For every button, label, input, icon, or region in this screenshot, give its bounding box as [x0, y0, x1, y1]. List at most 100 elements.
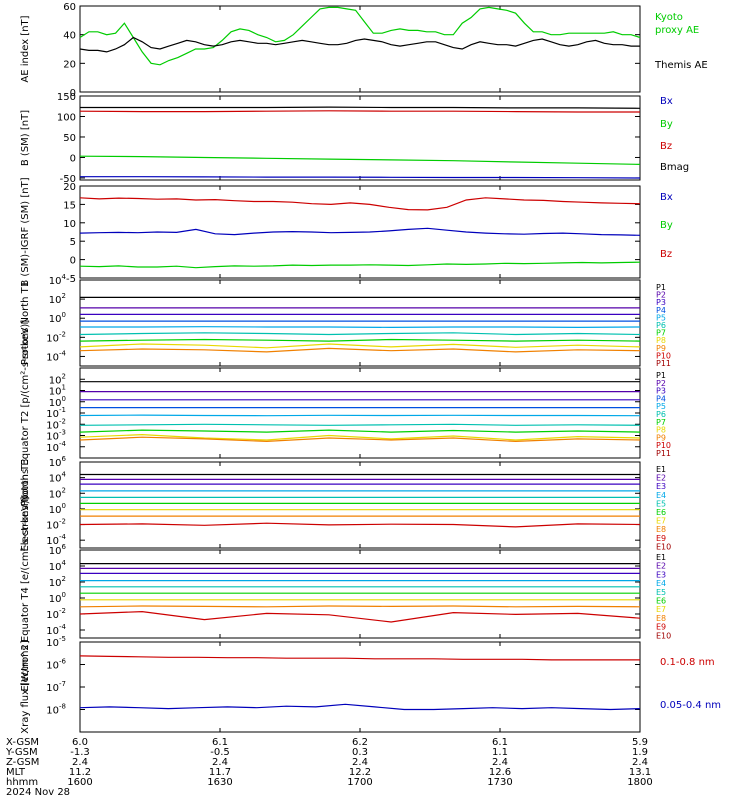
- series-line-themis-ae: [79, 36, 640, 53]
- axis-value: 0.3: [352, 747, 368, 758]
- legend-entry: P6: [656, 410, 666, 419]
- plot-frame: [79, 279, 641, 367]
- series-line-bx: [79, 227, 641, 236]
- legend-entry: P10: [656, 351, 671, 360]
- series-line-p7: [79, 429, 641, 433]
- series-line-bx: [80, 176, 641, 179]
- y-tick-label: 20: [63, 182, 76, 193]
- axis-value: -1.3: [70, 747, 90, 758]
- series-line-p7: [79, 338, 641, 342]
- date-label: 2024 Nov 28: [6, 787, 70, 798]
- y-tick-label: 102: [49, 486, 66, 500]
- panel-1: 0 20 40 60 AE index [nT] Kyoto proxy AE Themis …: [20, 2, 708, 99]
- legend-entry: proxy AE: [655, 25, 699, 36]
- legend-entry: P2: [656, 379, 666, 388]
- legend-entry: E2: [656, 474, 666, 483]
- axis-value: 6.1: [212, 737, 228, 748]
- series-line-p5: [79, 414, 641, 417]
- axis-value: 12.6: [489, 767, 511, 778]
- axis-row-label: Z-GSM: [6, 757, 39, 768]
- axis-value: 6.2: [352, 737, 368, 748]
- series-line-p8: [79, 433, 641, 441]
- legend-entry: P10: [656, 441, 671, 450]
- legend-entry: Bz: [660, 141, 672, 152]
- legend-entry: Bx: [660, 192, 673, 203]
- plot-frame: [79, 5, 641, 93]
- legend-entry: P5: [656, 313, 666, 322]
- y-tick-label: 100: [49, 591, 66, 605]
- y-tick-label: 0: [70, 153, 76, 164]
- axis-row-label: Y-GSM: [5, 747, 38, 758]
- y-tick-label: 15: [63, 200, 76, 211]
- y-tick-label: 0: [70, 256, 76, 267]
- legend-entry: E7: [656, 517, 666, 526]
- series-line-0-05-0-4-nm: [79, 703, 641, 711]
- y-axis-label: Protons North T1: [20, 281, 31, 365]
- axis-value: 13.1: [629, 767, 651, 778]
- legend-entry: P7: [656, 329, 666, 338]
- legend-entry: 0.05-0.4 nm: [660, 700, 721, 711]
- y-axis-label: Xray flux [W/m^2]: [20, 640, 31, 734]
- axis-value: 1.9: [632, 747, 648, 758]
- y-tick-label: 104: [49, 559, 67, 573]
- panel-2: -50 0 50 100 150 B (SM) [nT] Bx By Bz Bmag: [20, 92, 689, 185]
- legend-entry: E4: [656, 491, 666, 500]
- series-line-e9: [79, 610, 641, 623]
- y-tick-label: -50: [60, 174, 76, 185]
- series-line-bz: [79, 110, 640, 113]
- series-line-e8: [79, 605, 641, 608]
- legend-entry: P3: [656, 298, 666, 307]
- series-line-p6: [79, 332, 641, 336]
- series-line-p8: [79, 343, 641, 349]
- axis-value: 1600: [67, 777, 92, 788]
- series-line-0-1-0-8-nm: [79, 655, 640, 661]
- legend-entry: P1: [656, 371, 666, 380]
- legend-entry: E10: [656, 631, 671, 640]
- y-tick-label: 104: [49, 471, 67, 485]
- legend-entry: P4: [656, 394, 666, 403]
- legend-entry: P7: [656, 418, 666, 427]
- y-tick-label: 106: [49, 543, 67, 557]
- y-tick-label: 10-2: [46, 518, 66, 532]
- legend-entry: Kyoto: [655, 12, 683, 23]
- axis-value: 2.4: [72, 757, 88, 768]
- y-tick-label: 102: [49, 575, 66, 589]
- legend-entry: P3: [656, 387, 666, 396]
- axis-value: 2.4: [632, 757, 648, 768]
- axis-row-label: MLT: [6, 767, 26, 778]
- legend-entry: P2: [656, 291, 666, 300]
- y-axis-label: B (SM)-IGRF (SM) [nT]: [20, 177, 31, 286]
- legend-entry: E4: [656, 579, 666, 588]
- y-tick-label: 102: [49, 292, 66, 306]
- legend-entry: E10: [656, 542, 671, 551]
- legend-entry: Themis AE: [654, 60, 708, 71]
- y-axis-label: B (SM) [nT]: [20, 110, 31, 166]
- legend-entry: Bx: [660, 96, 673, 107]
- legend-entry: P11: [656, 449, 671, 458]
- axis-value: 12.2: [349, 767, 371, 778]
- plot-frame: [79, 641, 641, 733]
- y-tick-label: 10-2: [46, 330, 66, 344]
- y-tick-label: 104: [49, 273, 67, 287]
- axis-value: 1700: [347, 777, 372, 788]
- axis-value: 1630: [207, 777, 232, 788]
- series-line-p9: [79, 347, 641, 353]
- legend-entry: E9: [656, 623, 666, 632]
- series-line-p6: [79, 423, 641, 426]
- y-axis-label: AE index [nT]: [20, 15, 31, 82]
- legend-entry: E7: [656, 605, 666, 614]
- axis-value: 6.1: [492, 737, 508, 748]
- y-axis-label: Electrons North T3: [20, 458, 31, 551]
- axis-value: 11.7: [209, 767, 231, 778]
- legend-entry: E6: [656, 597, 666, 606]
- series-line-by: [79, 261, 641, 269]
- y-tick-label: 60: [63, 2, 76, 13]
- legend-entry: P9: [656, 344, 666, 353]
- y-axis-label: Protons Equator T2 [p/(cm²-s-sr-keV)]: [20, 320, 31, 507]
- axis-value: 2.4: [212, 757, 228, 768]
- y-tick-label: 10-7: [46, 680, 66, 694]
